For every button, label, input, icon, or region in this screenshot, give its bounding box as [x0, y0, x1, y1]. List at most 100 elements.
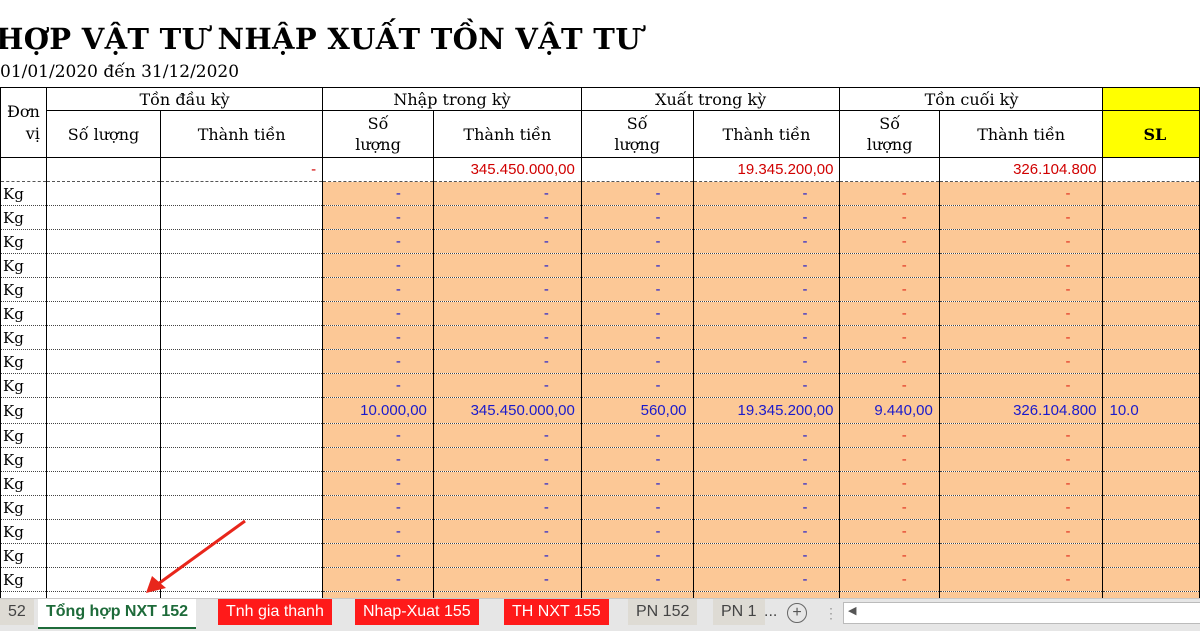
value-cell[interactable]	[1102, 349, 1200, 374]
value-cell[interactable]: -	[322, 567, 434, 592]
value-cell[interactable]	[160, 397, 324, 424]
value-cell[interactable]	[1102, 471, 1200, 496]
value-cell[interactable]: -	[432, 471, 582, 496]
unit-cell[interactable]: Kg	[0, 229, 47, 254]
value-cell[interactable]: -	[580, 325, 694, 350]
value-cell[interactable]: -	[839, 253, 940, 278]
value-cell[interactable]: -	[322, 229, 434, 254]
unit-cell[interactable]: Kg	[0, 495, 47, 520]
value-cell[interactable]: 345.450.000,00	[432, 397, 582, 424]
value-cell[interactable]	[45, 373, 162, 398]
value-cell[interactable]	[160, 277, 324, 302]
value-cell[interactable]: -	[839, 447, 940, 472]
value-cell[interactable]: -	[938, 253, 1104, 278]
sheet-tab[interactable]: 52	[0, 599, 34, 625]
value-cell[interactable]	[1102, 519, 1200, 544]
header-amount[interactable]: Thành tiền	[160, 110, 324, 158]
value-cell[interactable]	[45, 397, 162, 424]
value-cell[interactable]: -	[692, 229, 841, 254]
value-cell[interactable]	[1102, 301, 1200, 326]
scroll-left-icon[interactable]: ◀	[848, 605, 857, 617]
value-cell[interactable]	[160, 181, 324, 206]
header-opening-stock[interactable]: Tồn đầu kỳ	[45, 87, 324, 111]
value-cell[interactable]	[1102, 181, 1200, 206]
header-qty[interactable]: Số lượng	[580, 110, 694, 158]
value-cell[interactable]	[45, 567, 162, 592]
unit-cell[interactable]: Kg	[0, 253, 47, 278]
value-cell[interactable]: -	[938, 591, 1104, 598]
value-cell[interactable]: -	[322, 349, 434, 374]
total-cell[interactable]: 326.104.800	[938, 157, 1104, 182]
value-cell[interactable]: -	[580, 277, 694, 302]
value-cell[interactable]	[45, 543, 162, 568]
value-cell[interactable]	[45, 301, 162, 326]
value-cell[interactable]: -	[692, 205, 841, 230]
unit-cell[interactable]: Kg	[0, 423, 47, 448]
total-cell[interactable]: -	[160, 157, 324, 182]
value-cell[interactable]: -	[692, 301, 841, 326]
value-cell[interactable]: -	[322, 253, 434, 278]
value-cell[interactable]: -	[692, 495, 841, 520]
value-cell[interactable]: -	[432, 519, 582, 544]
value-cell[interactable]: -	[322, 325, 434, 350]
sheet-tab[interactable]: PN 152	[628, 599, 698, 625]
more-tabs-button[interactable]: ...	[764, 603, 778, 620]
value-cell[interactable]	[45, 325, 162, 350]
value-cell[interactable]: -	[839, 205, 940, 230]
spreadsheet-grid[interactable]: Đơn vị Tồn đầu kỳ Nhập trong kỳ Xuất tro…	[0, 87, 1200, 598]
value-cell[interactable]: -	[432, 181, 582, 206]
value-cell[interactable]	[160, 423, 324, 448]
value-cell[interactable]	[160, 253, 324, 278]
total-cell[interactable]	[45, 157, 162, 182]
value-cell[interactable]: -	[692, 277, 841, 302]
value-cell[interactable]: -	[580, 229, 694, 254]
value-cell[interactable]: -	[938, 519, 1104, 544]
unit-cell[interactable]: Kg	[0, 301, 47, 326]
value-cell[interactable]: 326.104.800	[938, 397, 1104, 424]
value-cell[interactable]: -	[580, 205, 694, 230]
value-cell[interactable]	[160, 519, 324, 544]
value-cell[interactable]	[1102, 205, 1200, 230]
value-cell[interactable]: -	[432, 325, 582, 350]
unit-cell[interactable]: Kg	[0, 447, 47, 472]
value-cell[interactable]	[1102, 591, 1200, 598]
value-cell[interactable]: 560,00	[580, 397, 694, 424]
header-qty[interactable]: Số lượng	[322, 110, 434, 158]
value-cell[interactable]: -	[839, 181, 940, 206]
value-cell[interactable]: -	[322, 205, 434, 230]
value-cell[interactable]: -	[938, 447, 1104, 472]
value-cell[interactable]: 9.440,00	[839, 397, 940, 424]
value-cell[interactable]: -	[839, 373, 940, 398]
value-cell[interactable]: -	[322, 423, 434, 448]
header-closing-stock[interactable]: Tồn cuối kỳ	[839, 87, 1104, 111]
total-cell[interactable]	[580, 157, 694, 182]
value-cell[interactable]: -	[432, 447, 582, 472]
value-cell[interactable]: -	[839, 229, 940, 254]
unit-cell[interactable]: Kg	[0, 397, 47, 424]
value-cell[interactable]	[45, 277, 162, 302]
value-cell[interactable]: -	[938, 543, 1104, 568]
value-cell[interactable]	[160, 301, 324, 326]
value-cell[interactable]: -	[580, 519, 694, 544]
value-cell[interactable]: -	[839, 543, 940, 568]
unit-cell[interactable]: Kg	[0, 349, 47, 374]
value-cell[interactable]: -	[692, 471, 841, 496]
value-cell[interactable]	[1102, 325, 1200, 350]
value-cell[interactable]: -	[432, 253, 582, 278]
value-cell[interactable]	[45, 519, 162, 544]
value-cell[interactable]: -	[938, 349, 1104, 374]
header-qty[interactable]: Số lượng	[839, 110, 940, 158]
value-cell[interactable]: -	[692, 567, 841, 592]
value-cell[interactable]: -	[580, 373, 694, 398]
value-cell[interactable]: -	[692, 543, 841, 568]
total-cell[interactable]	[0, 157, 47, 182]
header-receipts[interactable]: Nhập trong kỳ	[322, 87, 582, 111]
value-cell[interactable]: -	[692, 181, 841, 206]
header-extra[interactable]	[1102, 87, 1200, 111]
value-cell[interactable]: -	[839, 423, 940, 448]
value-cell[interactable]: -	[322, 543, 434, 568]
value-cell[interactable]	[160, 567, 324, 592]
add-sheet-icon[interactable]: +	[787, 603, 807, 623]
value-cell[interactable]	[1102, 229, 1200, 254]
value-cell[interactable]: 19.345.200,00	[692, 397, 841, 424]
